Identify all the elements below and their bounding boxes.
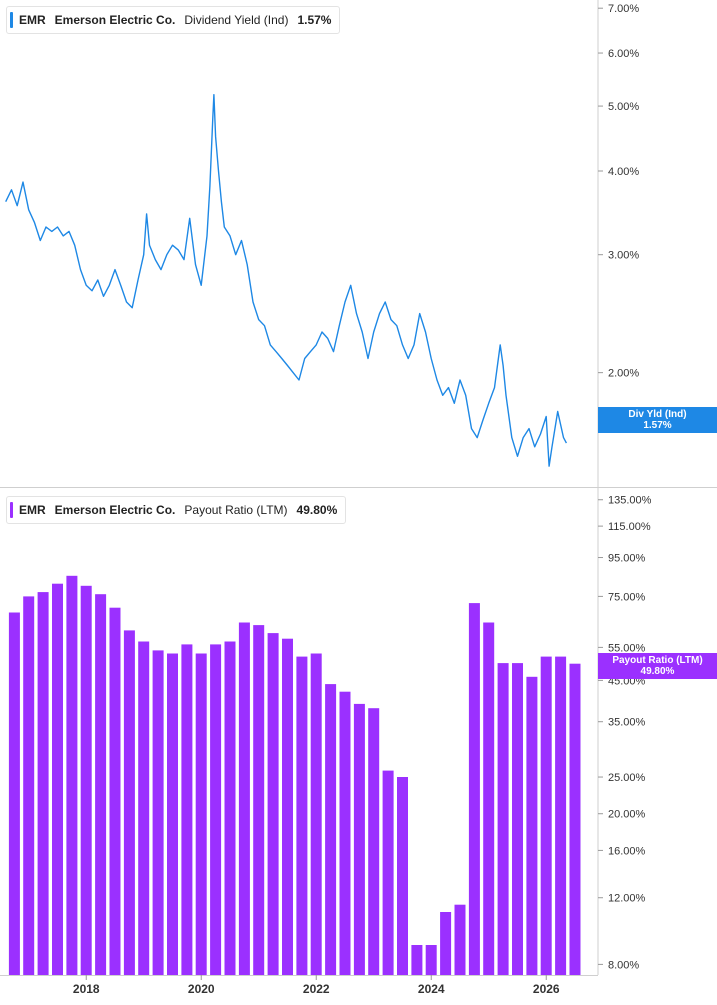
y-tick-label: 25.00% xyxy=(608,772,646,784)
badge-yield-value: 1.57% xyxy=(643,420,672,431)
y-tick-label: 95.00% xyxy=(608,553,646,565)
payout-bar[interactable] xyxy=(339,691,351,975)
legend-yield-swatch xyxy=(10,12,13,28)
payout-bar[interactable] xyxy=(425,945,437,975)
y-tick-label: 2.00% xyxy=(608,368,639,380)
legend-payout-swatch xyxy=(10,502,13,518)
badge-payout: Payout Ratio (LTM) 49.80% xyxy=(598,653,717,679)
y-tick-label: 115.00% xyxy=(608,521,651,533)
payout-bar[interactable] xyxy=(411,945,423,975)
y-tick-label: 8.00% xyxy=(608,959,639,971)
y-tick-label: 16.00% xyxy=(608,845,646,857)
payout-bar[interactable] xyxy=(267,633,279,975)
payout-bar[interactable] xyxy=(23,596,35,975)
x-tick-label: 2024 xyxy=(418,982,445,996)
payout-bar[interactable] xyxy=(95,594,107,975)
badge-yield-label: Div Yld (Ind) xyxy=(628,409,687,420)
payout-bar[interactable] xyxy=(253,625,265,975)
payout-bar[interactable] xyxy=(167,653,178,976)
payout-bar[interactable] xyxy=(181,644,193,975)
payout-bar[interactable] xyxy=(238,622,250,976)
y-tick-label: 55.00% xyxy=(608,642,646,654)
y-tick-label: 6.00% xyxy=(608,48,639,60)
legend-yield-metric: Dividend Yield (Ind) xyxy=(184,13,289,27)
x-tick-label: 2020 xyxy=(188,982,215,996)
y-tick-label: 3.00% xyxy=(608,250,639,262)
payout-bar[interactable] xyxy=(468,603,480,975)
legend-yield-value: 1.57% xyxy=(297,13,332,27)
payout-bar[interactable] xyxy=(109,607,121,975)
payout-bar[interactable] xyxy=(497,663,509,975)
y-tick-label: 35.00% xyxy=(608,717,646,729)
payout-bar[interactable] xyxy=(382,770,394,975)
payout-bar[interactable] xyxy=(368,708,380,975)
legend-payout-company: Emerson Electric Co. xyxy=(54,503,176,517)
payout-bar[interactable] xyxy=(310,653,322,976)
payout-bar[interactable] xyxy=(123,630,135,975)
badge-payout-value: 49.80% xyxy=(640,666,675,677)
payout-bar[interactable] xyxy=(210,644,222,975)
payout-bar[interactable] xyxy=(397,777,408,975)
payout-bar[interactable] xyxy=(296,656,308,975)
legend-yield-ticker: EMR xyxy=(19,13,46,27)
payout-bar[interactable] xyxy=(195,653,207,976)
badge-yield: Div Yld (Ind) 1.57% xyxy=(598,407,717,433)
payout-plot[interactable] xyxy=(8,575,581,976)
payout-bar[interactable] xyxy=(440,912,452,975)
y-tick-label: 4.00% xyxy=(608,166,639,178)
legend-yield[interactable]: EMR Emerson Electric Co. Dividend Yield … xyxy=(6,6,341,34)
payout-bar[interactable] xyxy=(353,703,365,975)
payout-bar[interactable] xyxy=(569,663,581,975)
yield-plot[interactable] xyxy=(5,94,568,467)
payout-bar[interactable] xyxy=(80,585,92,975)
legend-yield-company: Emerson Electric Co. xyxy=(54,13,176,27)
x-tick-label: 2018 xyxy=(73,982,100,996)
payout-bar[interactable] xyxy=(66,575,78,975)
y-tick-label: 135.00% xyxy=(608,495,652,507)
y-tick-label: 20.00% xyxy=(608,809,646,821)
legend-payout-metric: Payout Ratio (LTM) xyxy=(184,503,288,517)
y-tick-label: 12.00% xyxy=(608,893,646,905)
yield-series-line[interactable] xyxy=(5,94,568,467)
payout-bar[interactable] xyxy=(282,638,293,975)
payout-bar[interactable] xyxy=(138,641,150,976)
y-tick-label: 75.00% xyxy=(608,591,646,603)
payout-bar[interactable] xyxy=(454,904,466,975)
badge-payout-label: Payout Ratio (LTM) xyxy=(612,655,703,666)
payout-bar[interactable] xyxy=(8,612,20,976)
payout-bar[interactable] xyxy=(52,583,63,975)
payout-bar[interactable] xyxy=(224,641,236,976)
y-tick-label: 5.00% xyxy=(608,101,639,113)
x-tick-label: 2022 xyxy=(303,982,330,996)
payout-bar[interactable] xyxy=(483,622,495,976)
payout-bar[interactable] xyxy=(152,650,164,975)
legend-payout-value: 49.80% xyxy=(296,503,338,517)
y-tick-label: 7.00% xyxy=(608,3,639,15)
payout-bar[interactable] xyxy=(555,656,567,975)
payout-bar[interactable] xyxy=(526,676,538,975)
payout-bar[interactable] xyxy=(512,663,523,975)
payout-bar[interactable] xyxy=(37,592,49,975)
payout-bar[interactable] xyxy=(325,684,337,975)
x-tick-label: 2026 xyxy=(533,982,560,996)
legend-payout-ticker: EMR xyxy=(19,503,46,517)
legend-payout[interactable]: EMR Emerson Electric Co. Payout Ratio (L… xyxy=(6,496,347,524)
payout-bar[interactable] xyxy=(540,656,552,975)
